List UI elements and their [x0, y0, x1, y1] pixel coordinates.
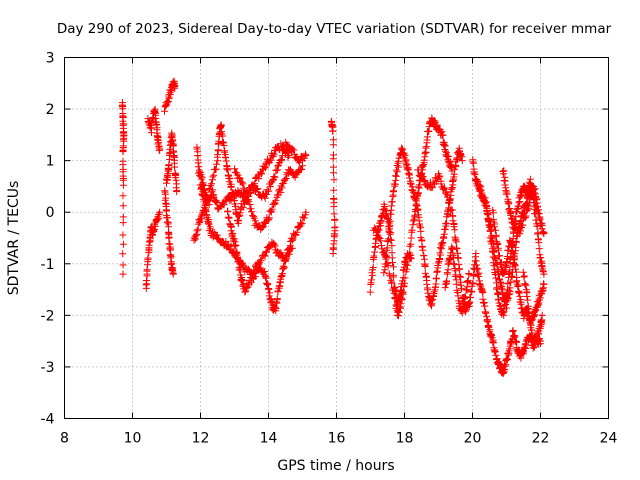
x-tick-label: 22 [532, 431, 550, 447]
y-axis-label: SDTVAR / TECUs [6, 181, 22, 296]
x-tick-label: 14 [260, 431, 278, 447]
y-tick-label: 3 [46, 51, 55, 67]
y-tick-label: -1 [41, 257, 55, 273]
data-point-markers [118, 77, 548, 377]
y-tick-label: -4 [41, 412, 55, 428]
grid [64, 57, 609, 419]
y-tick-label: -2 [41, 308, 55, 324]
x-axis-label: GPS time / hours [277, 458, 394, 474]
chart-title: Day 290 of 2023, Sidereal Day-to-day VTE… [57, 21, 612, 37]
x-tick-label: 12 [192, 431, 210, 447]
x-tick-label: 24 [600, 431, 618, 447]
plot-frame [64, 57, 609, 419]
data-series [118, 77, 548, 377]
y-tick-label: 0 [46, 205, 55, 221]
x-tick-label: 16 [328, 431, 346, 447]
x-tick-label: 8 [60, 431, 69, 447]
x-tick-label: 18 [396, 431, 414, 447]
x-tick-label: 20 [464, 431, 482, 447]
x-tick-label: 10 [124, 431, 142, 447]
y-tick-label: -3 [41, 360, 55, 376]
y-tick-label: 1 [46, 154, 55, 170]
y-tick-label: 2 [46, 102, 55, 118]
